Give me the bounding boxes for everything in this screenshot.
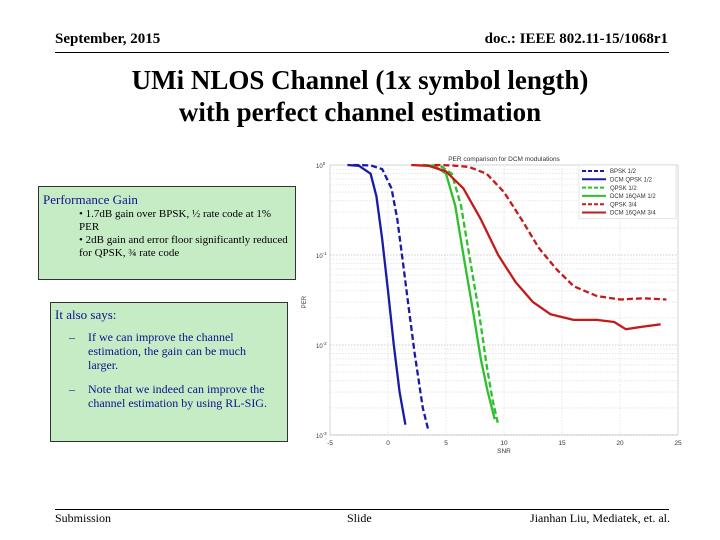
header-date: September, 2015 [55,31,161,47]
series-line-dcm-16qam-3-4 [411,163,661,331]
also-item-text: Note that we indeed can improve the chan… [88,382,267,410]
also-item-text: If we can improve the channel estimation… [88,330,246,372]
dash-bullet: – [69,382,75,396]
gain-item: • 1.7dB gain over BPSK, ½ rate code at 1… [79,208,272,233]
y-axis-label: PER [302,295,308,308]
footer-author: Jianhan Liu, Mediatek, et. al. [530,511,670,525]
also-item: – Note that we indeed can improve the ch… [69,382,278,410]
y-tick-label: 10-3 [316,431,327,440]
also-says-box: It also says: – If we can improve the ch… [50,302,288,442]
x-tick-label: 10 [500,440,508,447]
series-line-bpsk-1-2 [353,163,430,432]
x-axis-label: SNR [497,448,511,454]
series-line-qpsk-3-4 [434,163,667,301]
header-doc-number: doc.: IEEE 802.11-15/1068r1 [484,31,668,47]
footer-divider [55,509,669,510]
slide-title: UMi NLOS Channel (1x symbol length) with… [40,64,680,128]
performance-gain-list: • 1.7dB gain over BPSK, ½ rate code at 1… [79,208,289,260]
chart-axes: PER comparison for DCM modulations -5 0 5 10… [302,156,682,454]
x-tick-label: 15 [558,440,566,447]
legend-entry: DCM QPSK 1/2 [610,178,653,184]
footer-submission: Submission [55,511,112,525]
chart-title: PER comparison for DCM modulations [448,156,560,163]
series-line-qpsk-1-2 [422,163,500,425]
header-divider [55,52,669,53]
chart-series [347,163,667,432]
performance-gain-box: Performance Gain • 1.7dB gain over BPSK,… [38,186,296,280]
x-tick-label: 5 [444,440,448,447]
also-says-title: It also says: [55,307,117,322]
y-tick-label: 10-2 [316,341,327,350]
y-tick-label: 10-1 [316,251,327,260]
slide-title-line-2: with perfect channel estimation [178,97,542,127]
per-chart: PER comparison for DCM modulations -5 0 5 10… [300,152,690,454]
legend-entry: DCM 16QAM 3/4 [610,211,656,217]
gain-item: • 2dB gain and error floor significantly… [79,234,288,259]
chart-legend: BPSK 1/2 DCM QPSK 1/2 QPSK 1/2 DCM 16QAM 1/… [578,164,677,220]
x-tick-label: -5 [327,440,333,447]
legend-entry: QPSK 3/4 [610,202,637,208]
series-line-dcm-qpsk-1-2 [347,163,407,425]
legend-box [578,164,677,220]
performance-gain-title: Performance Gain [43,192,138,207]
legend-entry: DCM 16QAM 1/2 [610,194,656,200]
legend-entry: QPSK 1/2 [610,186,637,192]
footer-slide: Slide [347,511,372,525]
y-tick-label: 100 [316,161,326,170]
also-item: – If we can improve the channel estimati… [69,330,278,372]
x-tick-label: 0 [386,440,390,447]
x-tick-label: 20 [616,440,624,447]
slide-title-line-1: UMi NLOS Channel (1x symbol length) [131,65,589,95]
dash-bullet: – [69,330,75,344]
x-tick-label: 25 [674,440,682,447]
legend-entry: BPSK 1/2 [610,169,637,175]
